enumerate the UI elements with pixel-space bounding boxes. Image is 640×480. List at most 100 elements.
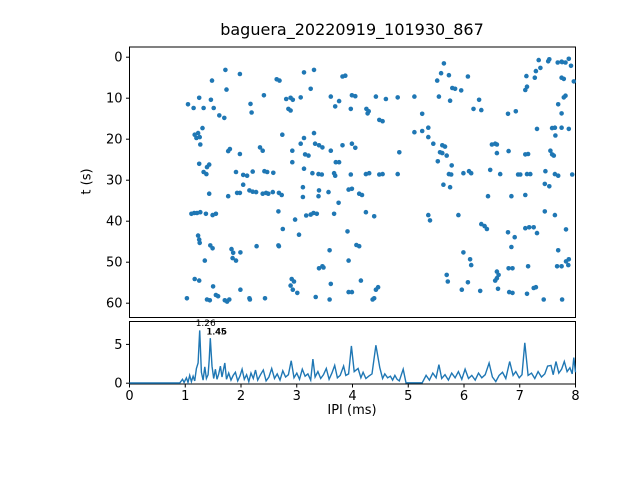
scatter-point [327,297,332,302]
scatter-point [230,250,236,256]
scatter-point [253,189,259,195]
scatter-point [233,169,239,175]
scatter-point [542,181,548,187]
scatter-point [548,148,553,153]
scatter-point [446,72,452,78]
scatter-point [458,88,464,93]
x-axis-label: IPI (ms) [327,403,377,418]
scatter-ytick-label: 40 [106,215,123,230]
scatter-point [196,278,202,283]
scatter-point [277,78,282,83]
scatter-point [531,225,536,230]
scatter-point [249,110,254,115]
scatter-point [438,70,444,76]
x-tick-label: 3 [293,389,301,404]
y-axis-label: t (s) [79,168,95,195]
scatter-point [208,97,214,103]
scatter-point [569,172,575,177]
scatter-ytick-label: 0 [114,51,122,66]
scatter-point [225,193,231,199]
scatter-point [524,73,529,79]
scatter-point [222,115,227,121]
scatter-ytick-label: 50 [106,256,123,271]
scatter-point [568,63,574,69]
scatter-point [419,128,425,134]
scatter-point [510,290,515,296]
scatter-point [288,283,293,288]
scatter-point [298,141,304,146]
scatter-point [206,191,212,196]
hist-line [129,330,577,385]
scatter-point [426,134,431,140]
scatter-point [271,170,276,176]
scatter-point [456,212,461,218]
x-tick-label: 5 [404,389,412,404]
scatter-point [554,264,560,269]
scatter-point [331,211,337,217]
scatter-point [336,200,341,206]
scatter-point [559,59,564,64]
scatter-point [525,151,531,157]
scatter-point [279,192,285,198]
scatter-point [346,289,351,295]
scatter-point [207,298,213,303]
scatter-point [533,68,539,74]
scatter-point [442,144,448,149]
scatter-point [547,184,552,189]
scatter-point [353,93,358,99]
scatter-point [541,297,546,302]
scatter-point [197,240,202,246]
scatter-point [397,150,402,155]
x-tick-label: 8 [571,389,579,404]
scatter-point [203,211,209,217]
scatter-point [444,272,450,278]
scatter-point [363,209,369,215]
hist-ytick-label: 5 [114,338,122,353]
scatter-point [445,279,451,284]
scatter-point [563,93,568,98]
scatter-point [185,102,191,107]
scatter-point [332,104,338,109]
scatter-point [312,141,318,146]
hist-ytick-label: 0 [114,377,122,392]
scatter-point [211,105,216,111]
scatter-point [184,296,190,301]
scatter-point [468,262,474,268]
scatter-point [198,209,203,215]
scatter-point [542,209,548,214]
scatter-point [276,209,281,214]
scatter-point [461,250,466,255]
scatter-point [563,60,568,65]
scatter-point [426,212,431,218]
x-tick-label: 6 [460,389,468,404]
scatter-point [200,125,205,131]
scatter-point [298,95,304,100]
scatter-point [209,78,215,83]
scatter-point [526,225,532,230]
scatter-point [524,291,530,297]
scatter-point [248,101,253,107]
scatter-point [224,87,229,92]
scatter-point [559,125,564,130]
scatter-point [559,264,564,269]
scatter-point [311,67,317,73]
scatter-point [283,96,289,102]
scatter-point [340,143,345,148]
scatter-point [440,150,445,156]
scatter-point [524,84,530,89]
scatter-point [217,113,222,118]
scatter-point [311,130,317,136]
scatter-point [276,243,282,249]
scatter-point [343,73,348,78]
scatter-point [301,70,307,75]
scatter-point [223,67,228,73]
scatter-point [348,172,354,177]
scatter-point [543,168,548,174]
scatter-point [571,79,577,84]
x-tick-label: 0 [125,389,133,404]
scatter-point [506,266,511,271]
scatter-point [359,192,365,198]
scatter-point [365,111,370,116]
scatter-point [447,98,453,103]
scatter-point [300,184,306,190]
